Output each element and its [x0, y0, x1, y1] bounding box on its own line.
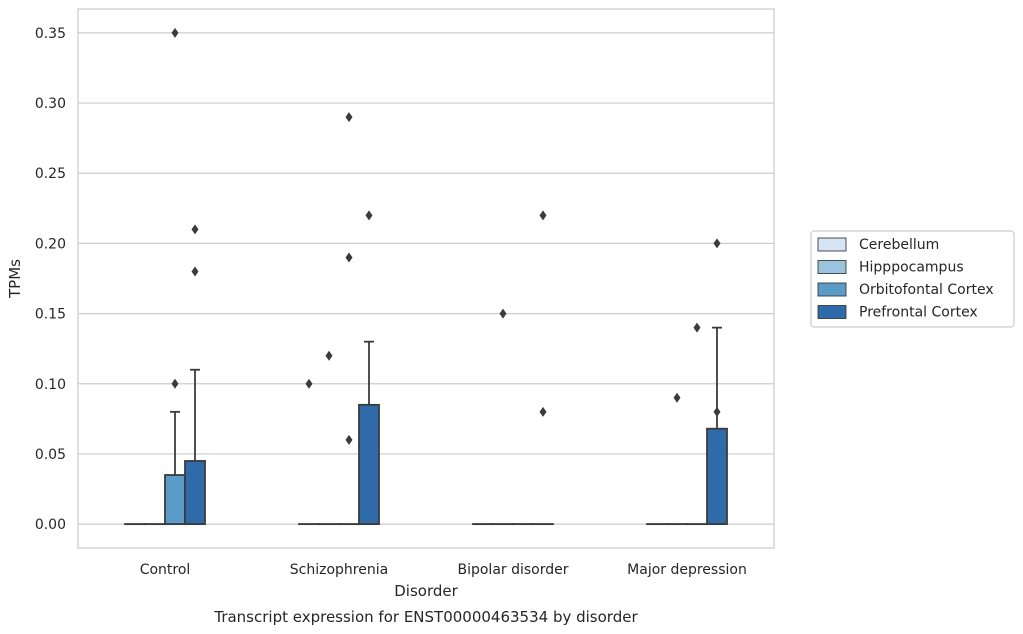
box-group	[164, 27, 186, 526]
y-tick-label: 0.20	[35, 236, 66, 252]
box-group	[318, 350, 340, 526]
x-tick-label: Schizophrenia	[290, 562, 388, 578]
box	[164, 474, 186, 526]
box-group	[686, 322, 708, 526]
box-series	[124, 27, 728, 526]
box-group	[532, 210, 554, 526]
legend-swatch	[817, 282, 847, 297]
box-group	[706, 238, 728, 526]
outlier-point	[171, 27, 179, 38]
chart-caption: Transcript expression for ENST0000046353…	[213, 608, 638, 626]
legend-swatch	[817, 260, 847, 274]
legend-swatch	[817, 237, 847, 252]
y-axis-title: TPMs	[6, 259, 24, 299]
outlier-point	[693, 322, 701, 333]
legend-label: Hipppocampus	[859, 260, 964, 276]
outlier-point	[539, 210, 547, 221]
y-tick-label: 0.30	[35, 96, 66, 112]
y-tick-label: 0.05	[35, 447, 66, 463]
legend: Cerebellum Hipppocampus Orbitofontal Corte…	[810, 230, 1015, 328]
outlier-point	[345, 252, 353, 263]
outlier-point	[499, 308, 507, 319]
y-tick-label: 0.00	[35, 517, 66, 533]
outlier-point	[713, 238, 721, 249]
outlier-point	[673, 392, 681, 403]
outlier-point	[191, 224, 199, 235]
y-tick-label: 0.35	[35, 26, 66, 42]
outlier-point	[191, 266, 199, 277]
box-group	[184, 224, 206, 526]
outlier-point	[345, 112, 353, 123]
x-tick-label: Control	[140, 562, 191, 578]
outlier-point	[713, 406, 721, 417]
y-tick-label: 0.15	[35, 307, 66, 323]
legend-label: Orbitofontal Cortex	[859, 282, 994, 298]
legend-swatch	[817, 305, 847, 319]
x-axis-title: Disorder	[394, 582, 458, 600]
y-tick-label: 0.25	[35, 166, 66, 182]
y-tick-labels: 0.00 0.05 0.10 0.15 0.20 0.25 0.30 0.35	[35, 26, 66, 533]
outlier-point	[305, 378, 313, 389]
outlier-point	[345, 434, 353, 445]
box	[706, 427, 728, 526]
y-tick-label: 0.10	[35, 377, 66, 393]
box-group	[358, 210, 380, 526]
outlier-point	[171, 378, 179, 389]
outlier-point	[325, 350, 333, 361]
legend-frame	[810, 230, 1015, 328]
x-tick-label: Major depression	[627, 562, 747, 578]
outlier-point	[365, 210, 373, 221]
box-group	[492, 308, 514, 526]
box-group	[338, 112, 360, 526]
box	[358, 403, 380, 526]
plot-frame	[77, 8, 775, 549]
outlier-point	[539, 406, 547, 417]
legend-label: Cerebellum	[859, 237, 939, 253]
box-group	[298, 378, 320, 526]
box-group	[666, 392, 688, 526]
y-gridlines	[78, 32, 774, 525]
x-tick-label: Bipolar disorder	[457, 562, 568, 578]
legend-label: Prefrontal Cortex	[859, 305, 978, 321]
box	[184, 460, 206, 526]
x-tick-labels: Control Schizophrenia Bipolar disorder Majo…	[140, 562, 747, 578]
